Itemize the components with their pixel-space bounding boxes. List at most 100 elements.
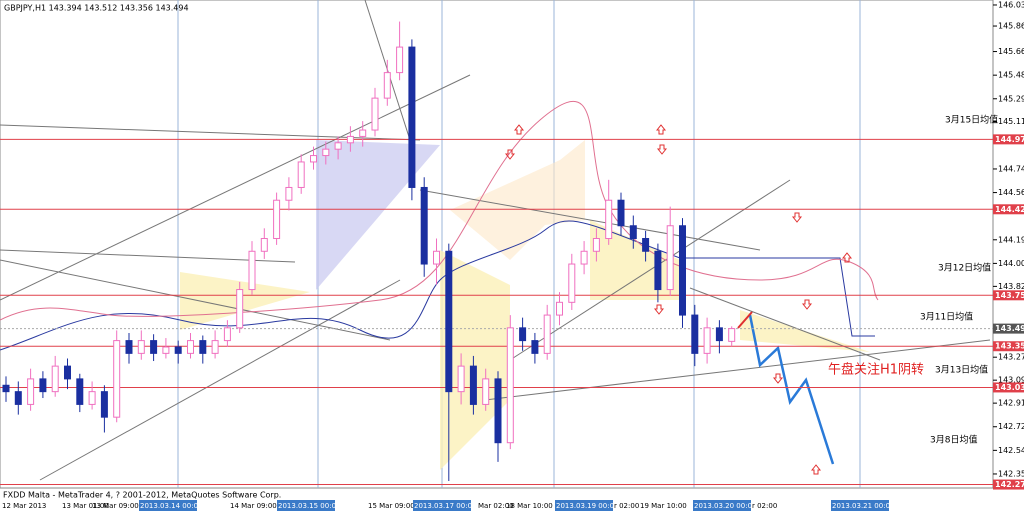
x-label-bg [139,500,197,511]
candle-body [408,46,416,188]
candle-body [297,161,305,188]
x-tick-label: 13 Mar 01:00 [62,502,109,510]
candle-body [629,225,637,240]
candle-body [39,378,47,393]
candle-body [285,186,293,201]
y-tick-label: 142.725 [998,422,1024,431]
candle-body [100,391,108,418]
x-tick-label: 2013.03.14 00:00 [140,502,202,510]
candle-body [519,327,527,342]
candle-body [691,314,699,354]
candle-body [174,346,182,354]
candle-body [543,314,551,354]
level-label: 143.356 [995,342,1024,351]
candle-body [568,263,576,303]
y-tick-label: 143.090 [998,376,1024,385]
x-tick-label: 13 Mar 09:00 [92,502,139,510]
y-tick-label: 145.115 [998,117,1024,126]
x-tick-label: 2013.03.15 00:00 [278,502,340,510]
candle-body [728,328,736,342]
x-tick-label: 12 Mar 2013 [2,502,46,510]
x-label-bg [831,500,889,511]
candle-body [703,327,711,354]
candle-body [27,378,35,405]
candle-body [605,199,613,240]
y-tick-label: 142.910 [998,399,1024,408]
candle-body [383,72,391,99]
candle-body [334,142,342,150]
level-tag [993,204,1024,215]
x-tick-label: 2013.03.20 00:00 [694,502,756,510]
level-label: 144.429 [995,205,1024,214]
level-tag [993,341,1024,352]
y-tick-label: 143.270 [998,353,1024,362]
level-tag [993,382,1024,393]
footer: FXDD Malta - MetaTrader 4, ? 2001-2012, … [3,491,281,500]
annotation: 3月8日均值 [930,434,977,446]
candle-body [469,365,477,405]
level-label: 143.033 [995,383,1024,392]
y-tick-label: 145.665 [998,47,1024,56]
y-tick-label: 145.480 [998,71,1024,80]
x-tick-label: 18 Mar 10:00 [506,502,553,510]
candle-body [445,250,453,393]
level-label: 143.755 [995,291,1024,300]
candle-body [457,365,465,393]
level-tag [993,290,1024,301]
x-label-bg [693,500,751,511]
candle-body [211,340,219,354]
x-tick-label: Mar 02:00 [478,502,514,510]
bid-label: 143.494 [995,324,1024,333]
candle-body [223,327,231,342]
bid-tag [993,323,1024,334]
level-tag [993,479,1024,490]
candle-body [642,238,650,252]
candle-body [396,46,404,74]
candle-body [113,340,121,418]
candle-body [76,378,84,405]
candle-body [654,250,662,291]
candle-body [433,250,440,265]
x-tick-label: 2013.03.21 00:00 [832,502,894,510]
x-tick-label: 14 Mar 09:00 [230,502,277,510]
y-tick-label: 144.190 [998,235,1024,244]
candle-body [260,238,268,252]
candle-body [88,391,96,405]
candle-body [199,340,207,354]
annotation: 3月11日均值 [920,311,973,323]
x-label-bg [555,500,613,511]
candle-body [310,155,317,163]
y-tick-label: 143.825 [998,282,1024,291]
candle-body [371,97,379,131]
candle-body [236,289,244,329]
annotation: 3月15日均值 [945,114,998,126]
annotation: 3月12日均值 [938,262,991,274]
candle-body [150,340,158,354]
x-tick-label: 15 Mar 09:00 [368,502,415,510]
candle-body [125,340,133,354]
y-tick-label: 144.005 [998,259,1024,268]
candle-body [482,378,490,405]
candle-body [162,346,170,354]
candle-body [137,340,145,354]
candle-body [64,365,71,380]
candle-body [679,225,686,316]
y-tick-label: 145.865 [998,22,1024,31]
y-tick-label: 144.745 [998,164,1024,173]
candles [2,21,736,481]
chart-title: GBPJPY,H1 143.394 143.512 143.356 143.49… [4,4,189,13]
y-tick-label: 145.295 [998,94,1024,103]
candle-body [506,327,514,444]
candle-body [14,391,22,405]
candle-body [187,340,194,354]
candle-body [580,250,588,265]
candle-body [531,340,539,354]
candle-body [494,378,502,444]
x-tick-label: 2013.03.17 00:00 [414,502,476,510]
candle-body [420,186,428,265]
candle-body [346,135,354,144]
level-tag [993,134,1024,145]
candle-body [715,327,723,342]
